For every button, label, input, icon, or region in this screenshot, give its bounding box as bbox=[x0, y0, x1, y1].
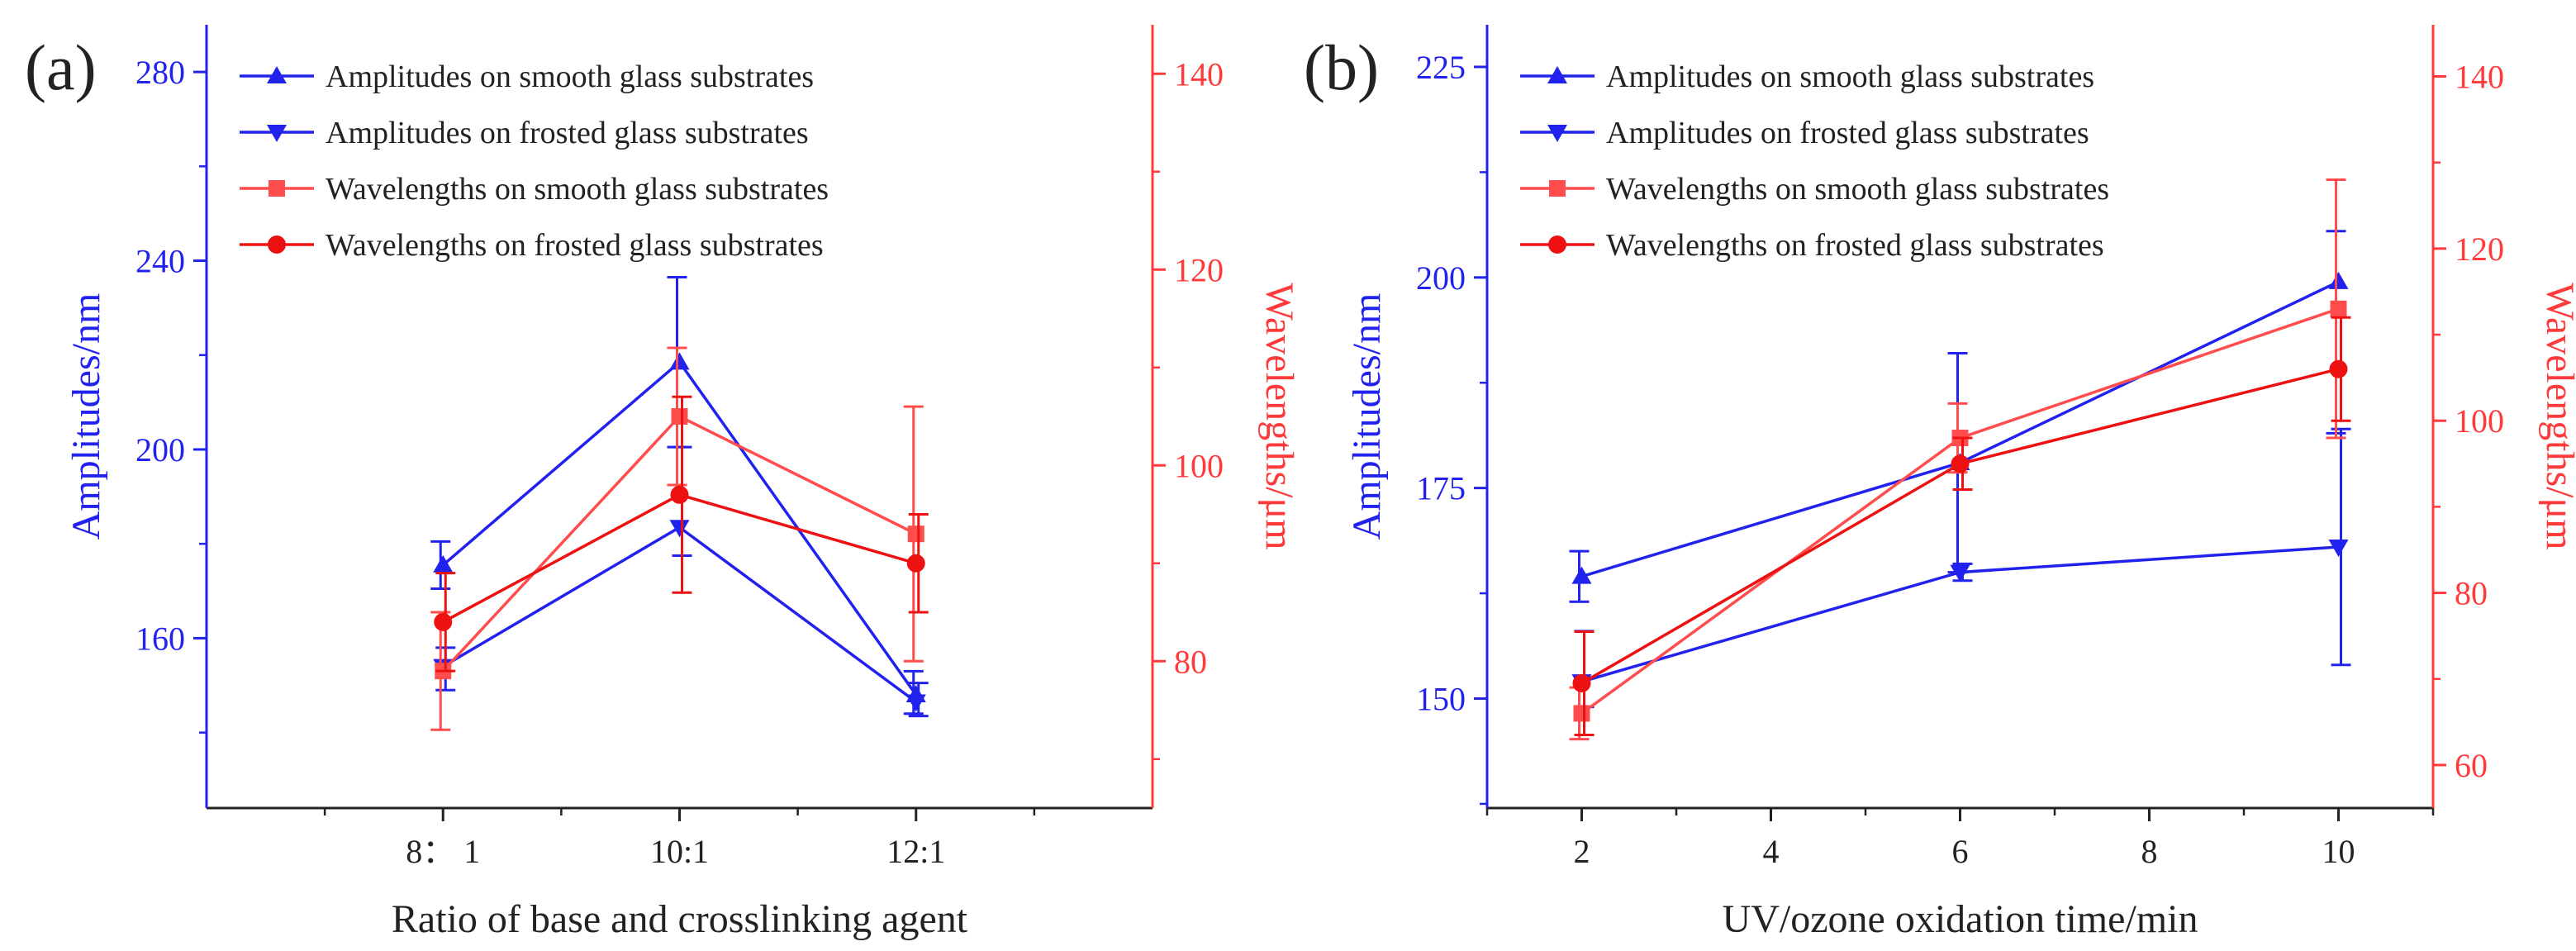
data-point-triangle-down bbox=[905, 694, 926, 712]
series-wavelengths-on-smooth-glass-substrates bbox=[430, 346, 924, 731]
data-point-circle bbox=[1572, 673, 1591, 692]
legend-label: Amplitudes on frosted glass substrates bbox=[326, 116, 809, 150]
x-axis-title: Ratio of base and crosslinking agent bbox=[392, 897, 968, 941]
panel-label: (a) bbox=[25, 31, 97, 103]
x-tick-label: 10:1 bbox=[650, 833, 709, 870]
data-point-triangle-up bbox=[1571, 566, 1592, 584]
data-point-square bbox=[1573, 705, 1590, 722]
x-tick-label: 8： 1 bbox=[406, 833, 480, 870]
data-point-triangle-up bbox=[433, 554, 454, 573]
data-point-circle bbox=[906, 554, 925, 573]
legend-label: Amplitudes on smooth glass substrates bbox=[326, 59, 814, 94]
data-point-triangle-down bbox=[2328, 540, 2349, 557]
x-tick-label: 12:1 bbox=[886, 833, 945, 870]
data-point-triangle-up bbox=[669, 352, 690, 370]
left-y-tick-label: 280 bbox=[135, 54, 185, 91]
right-y-tick-label: 120 bbox=[2455, 231, 2504, 268]
right-y-tick-label: 80 bbox=[2455, 575, 2488, 612]
legend-marker-triangle-up bbox=[267, 66, 287, 83]
left-y-axis-title: Amplitudes/nm bbox=[64, 293, 108, 540]
legend-marker-circle bbox=[1548, 235, 1566, 254]
right-y-tick-label: 120 bbox=[1174, 251, 1224, 288]
data-point-square bbox=[907, 525, 924, 543]
series-line bbox=[1580, 368, 2339, 685]
data-point-circle bbox=[670, 485, 689, 504]
legend-marker-triangle-down bbox=[267, 125, 287, 142]
series-line bbox=[1580, 307, 2340, 715]
legend-marker-square bbox=[269, 180, 285, 197]
x-axis-title: UV/ozone oxidation time/min bbox=[1723, 897, 2198, 941]
right-y-tick-label: 140 bbox=[1174, 55, 1224, 93]
panel-label: (b) bbox=[1304, 31, 1379, 103]
data-point-circle bbox=[1951, 454, 1970, 473]
left-y-tick-label: 175 bbox=[1416, 470, 1466, 507]
legend-label: Amplitudes on frosted glass substrates bbox=[1606, 116, 2089, 150]
panel-b: 2 4 6 8 10 150 175 200 225 60 80 100 120 140 UV/ozone … bbox=[1304, 25, 2576, 941]
x-tick-label: 4 bbox=[1763, 833, 1780, 870]
legend-label: Wavelengths on frosted glass substrates bbox=[326, 228, 824, 263]
series-line bbox=[442, 492, 917, 624]
left-y-axis-title: Amplitudes/nm bbox=[1345, 293, 1389, 540]
legend-marker-square bbox=[1549, 180, 1566, 197]
right-y-axis-title: Wavelengths/μm bbox=[1257, 283, 1301, 549]
data-point-square bbox=[2330, 300, 2347, 317]
legend: Amplitudes on smooth glass substrates Amp… bbox=[240, 59, 829, 263]
data-point-triangle-down bbox=[1950, 564, 1970, 582]
panel-a: 8： 1 10:1 12:1 160 200 240 280 80 100 120 140 Ratio… bbox=[25, 25, 1301, 941]
legend-label: Wavelengths on smooth glass substrates bbox=[326, 172, 829, 207]
legend-marker-triangle-up bbox=[1547, 66, 1567, 83]
left-y-tick-label: 225 bbox=[1416, 49, 1466, 86]
legend: Amplitudes on smooth glass substrates Amp… bbox=[1520, 59, 2109, 263]
data-point-triangle-up bbox=[2328, 271, 2349, 289]
left-y-tick-label: 150 bbox=[1416, 680, 1466, 717]
right-y-tick-label: 80 bbox=[1174, 643, 1207, 680]
data-point-circle bbox=[434, 612, 453, 631]
right-y-tick-label: 100 bbox=[2455, 402, 2504, 440]
x-tick-label: 8 bbox=[2141, 833, 2158, 870]
legend-label: Amplitudes on smooth glass substrates bbox=[1606, 59, 2094, 94]
right-y-tick-label: 100 bbox=[1174, 447, 1224, 484]
series-line bbox=[1580, 280, 2340, 578]
legend-label: Wavelengths on smooth glass substrates bbox=[1606, 172, 2109, 207]
left-y-tick-label: 200 bbox=[1416, 259, 1466, 297]
left-y-tick-label: 200 bbox=[135, 431, 185, 468]
right-y-tick-label: 60 bbox=[2455, 747, 2488, 784]
x-tick-label: 10 bbox=[2322, 833, 2355, 870]
right-y-axis-title: Wavelengths/μm bbox=[2538, 283, 2576, 549]
legend-marker-circle bbox=[268, 235, 286, 254]
data-point-circle bbox=[2329, 359, 2348, 378]
x-tick-label: 6 bbox=[1952, 833, 1969, 870]
series-wavelengths-on-frosted-glass-substrates bbox=[434, 395, 929, 673]
right-y-tick-label: 140 bbox=[2455, 59, 2504, 96]
data-point-triangle-down bbox=[669, 520, 690, 538]
left-y-tick-label: 240 bbox=[135, 243, 185, 280]
legend-label: Wavelengths on frosted glass substrates bbox=[1606, 228, 2104, 263]
legend-marker-triangle-down bbox=[1547, 125, 1567, 142]
data-point-square bbox=[671, 408, 688, 425]
x-tick-label: 2 bbox=[1574, 833, 1590, 870]
series-wavelengths-on-frosted-glass-substrates bbox=[1572, 316, 2351, 736]
left-y-tick-label: 160 bbox=[135, 620, 185, 657]
series-line bbox=[442, 525, 917, 703]
